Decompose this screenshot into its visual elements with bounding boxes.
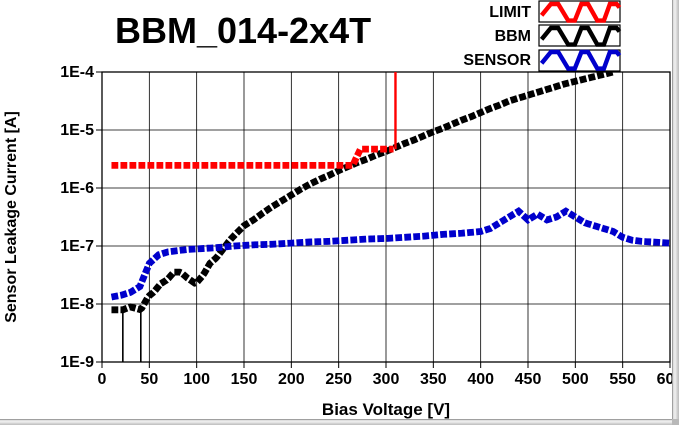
svg-text:Sensor Leakage Current [A]: Sensor Leakage Current [A] bbox=[3, 111, 20, 323]
svg-text:300: 300 bbox=[373, 371, 400, 388]
svg-text:200: 200 bbox=[278, 371, 305, 388]
svg-text:1E-6: 1E-6 bbox=[60, 180, 94, 197]
svg-text:100: 100 bbox=[183, 371, 210, 388]
svg-text:LIMIT: LIMIT bbox=[489, 4, 531, 21]
svg-text:1E-7: 1E-7 bbox=[60, 238, 94, 255]
svg-text:0: 0 bbox=[98, 371, 107, 388]
svg-text:500: 500 bbox=[562, 371, 589, 388]
svg-text:400: 400 bbox=[467, 371, 494, 388]
svg-text:1E-8: 1E-8 bbox=[60, 296, 94, 313]
svg-text:250: 250 bbox=[325, 371, 352, 388]
svg-text:550: 550 bbox=[609, 371, 636, 388]
svg-text:450: 450 bbox=[515, 371, 542, 388]
svg-text:1E-9: 1E-9 bbox=[60, 354, 94, 371]
svg-text:150: 150 bbox=[231, 371, 258, 388]
svg-text:BBM_014-2x4T: BBM_014-2x4T bbox=[115, 10, 371, 51]
svg-text:50: 50 bbox=[140, 371, 158, 388]
svg-text:BBM: BBM bbox=[495, 28, 531, 45]
svg-text:1E-5: 1E-5 bbox=[60, 122, 94, 139]
svg-text:SENSOR: SENSOR bbox=[463, 52, 531, 69]
svg-text:1E-4: 1E-4 bbox=[60, 64, 94, 81]
svg-text:350: 350 bbox=[420, 371, 447, 388]
svg-text:Bias Voltage [V]: Bias Voltage [V] bbox=[322, 400, 450, 419]
